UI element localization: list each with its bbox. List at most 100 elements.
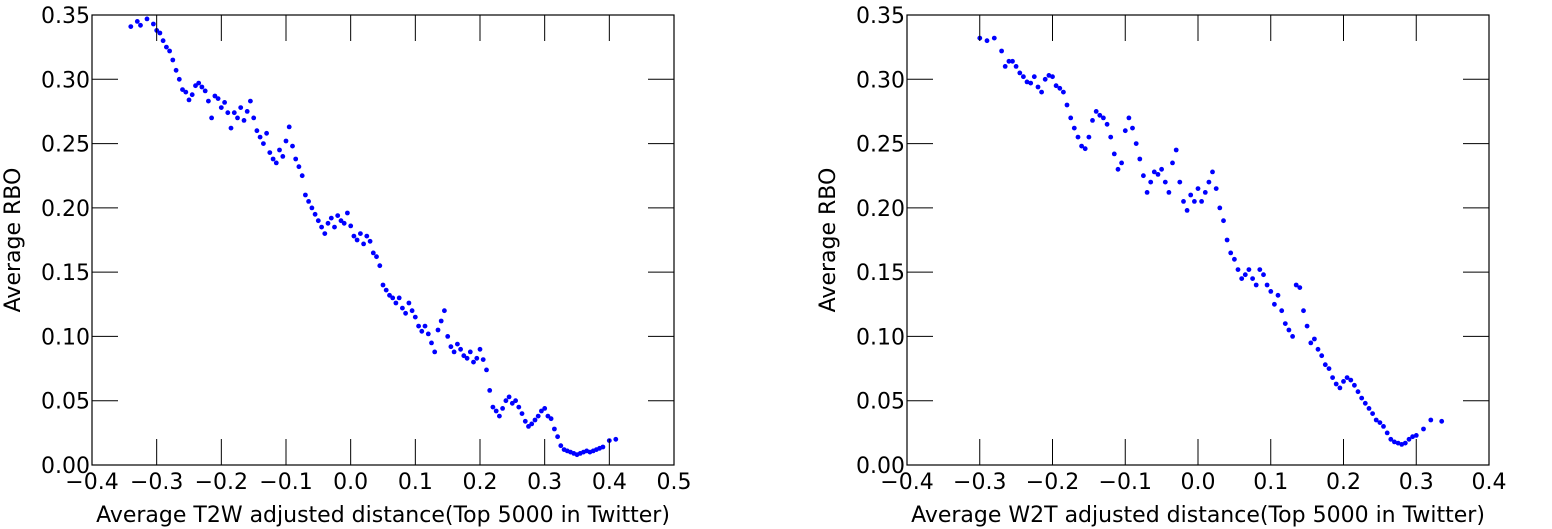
data-point [513, 398, 518, 404]
data-point [522, 418, 528, 424]
data-point [438, 318, 444, 324]
data-point [1173, 147, 1179, 153]
data-point [1148, 179, 1154, 185]
y-tick-label: 0.30 [41, 68, 90, 93]
data-point [1202, 190, 1208, 195]
x-tick-label: −0.1 [259, 470, 312, 495]
data-point [176, 76, 182, 82]
data-point [380, 282, 386, 288]
data-point [393, 300, 399, 306]
data-point [361, 241, 366, 247]
x-tick-label: 0.5 [657, 470, 692, 495]
data-point [1217, 205, 1223, 211]
y-tick-label: 0.20 [41, 197, 90, 222]
data-point [451, 349, 457, 355]
x-tick-label: 0.3 [527, 470, 562, 495]
data-point [290, 143, 295, 149]
y-tick-label: 0.35 [856, 4, 905, 29]
x-tick-label: 0.2 [1326, 470, 1361, 495]
data-point [416, 323, 421, 329]
data-point [335, 213, 341, 219]
data-point [1111, 151, 1117, 157]
data-point [1071, 125, 1077, 131]
data-point [519, 411, 525, 416]
x-tick-label: −0.4 [880, 470, 933, 495]
data-point [1261, 272, 1266, 278]
data-point [545, 413, 551, 419]
data-point [299, 173, 305, 179]
data-point [1042, 76, 1048, 82]
data-point [261, 141, 266, 147]
data-point [1402, 440, 1408, 446]
data-point [251, 115, 257, 121]
data-point [1304, 323, 1310, 329]
chart-w2t: −0.4 −0.3 −0.2 −0.1 0.0 0.1 0.2 0.3 0.4 Average W… [816, 4, 1507, 528]
data-point [1064, 102, 1070, 108]
x-tick-label: −0.4 [65, 470, 118, 495]
data-point [493, 408, 499, 414]
x-tick-label: 0.3 [1399, 470, 1434, 495]
data-point [1381, 424, 1386, 429]
data-point [999, 48, 1004, 54]
x-tick-label: −0.1 [1099, 470, 1152, 495]
data-point [396, 295, 402, 301]
y-tick-label: 0.00 [41, 454, 90, 479]
data-point [422, 323, 428, 329]
data-point [487, 388, 493, 393]
data-point [354, 237, 360, 243]
data-point [1348, 377, 1354, 383]
data-point [306, 199, 311, 204]
data-point [248, 98, 253, 104]
data-point [1082, 146, 1088, 152]
data-point [1188, 192, 1194, 198]
data-point [1282, 321, 1288, 326]
data-point [1366, 406, 1372, 411]
data-point [1344, 375, 1350, 380]
data-point [1319, 353, 1325, 359]
data-point [1108, 134, 1114, 140]
data-point [328, 215, 334, 221]
plot-frame [906, 14, 1490, 466]
data-point [257, 134, 263, 140]
data-point [445, 334, 451, 339]
y-tick-label: 0.10 [856, 325, 905, 350]
data-point [1272, 301, 1277, 307]
data-point [1017, 70, 1023, 76]
data-point [209, 115, 215, 121]
data-point [315, 218, 321, 224]
data-point [1177, 179, 1183, 185]
scatter-points [977, 35, 1445, 447]
data-point [403, 310, 408, 316]
data-point [1137, 156, 1143, 162]
data-point [1352, 382, 1357, 388]
data-point [1013, 64, 1019, 69]
data-point [509, 400, 515, 406]
data-point [1257, 267, 1263, 272]
data-point [1024, 79, 1030, 85]
data-point [1090, 118, 1095, 123]
data-point [170, 57, 176, 63]
data-point [539, 408, 544, 414]
data-point [1002, 64, 1008, 69]
data-point [1268, 289, 1274, 294]
data-point [1242, 272, 1248, 278]
data-point [552, 426, 557, 432]
data-point [183, 89, 189, 95]
x-axis: −0.4 −0.3 −0.2 −0.1 0.0 0.1 0.2 0.3 0.4 0.5 Averag… [65, 15, 692, 528]
data-point [1293, 282, 1299, 288]
data-point [222, 100, 228, 105]
x-axis-label: Average T2W adjusted distance(Top 5000 i… [96, 503, 670, 528]
data-point [506, 394, 512, 400]
data-point [390, 295, 396, 301]
x-axis: −0.4 −0.3 −0.2 −0.1 0.0 0.1 0.2 0.3 0.4 Average W… [880, 15, 1507, 528]
y-tick-label: 0.05 [41, 390, 90, 415]
data-point [202, 88, 208, 94]
data-point [225, 110, 231, 116]
data-point [1039, 89, 1044, 95]
data-point [1104, 121, 1110, 127]
data-point [461, 353, 467, 359]
data-point [1021, 74, 1026, 80]
data-point [1010, 58, 1015, 64]
data-point [467, 349, 473, 355]
data-point [1046, 73, 1052, 78]
